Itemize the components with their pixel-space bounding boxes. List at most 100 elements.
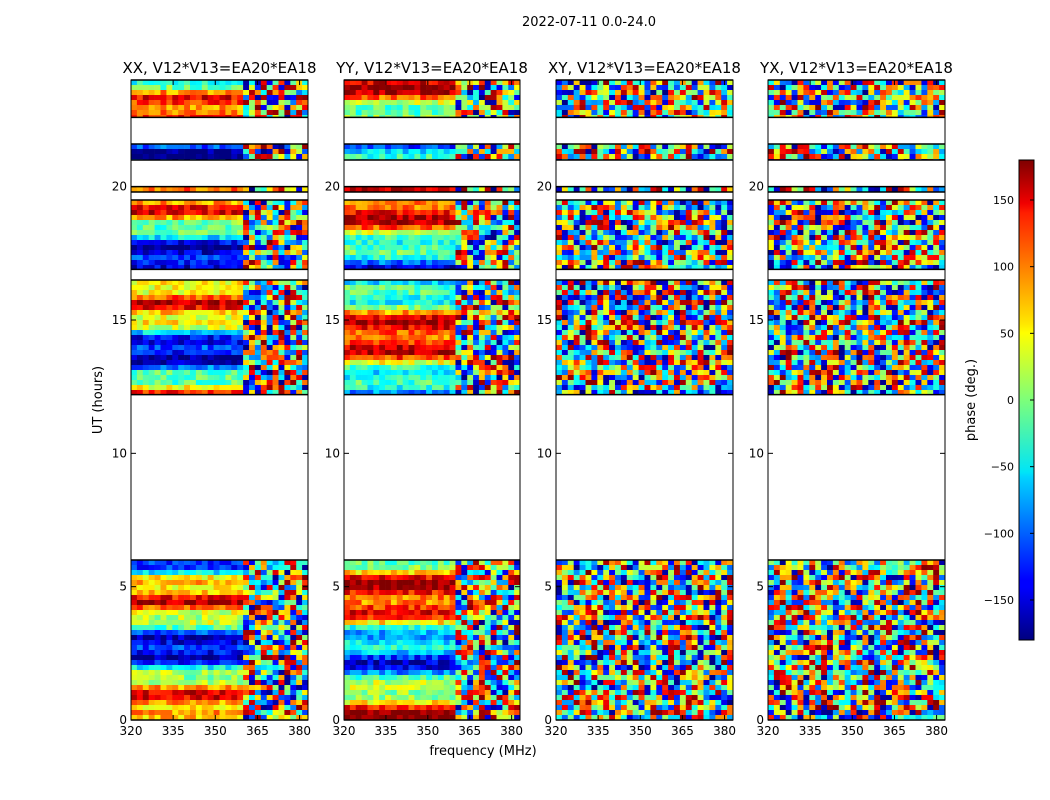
heatmap-cell bbox=[201, 225, 208, 231]
heatmap-cell bbox=[178, 625, 185, 631]
heatmap-cell bbox=[284, 149, 291, 155]
heatmap-cell bbox=[490, 570, 497, 576]
heatmap-cell bbox=[172, 680, 179, 686]
heatmap-cell bbox=[379, 265, 386, 270]
heatmap-cell bbox=[490, 705, 497, 711]
heatmap-cell bbox=[154, 580, 161, 586]
heatmap-cell bbox=[420, 154, 427, 160]
heatmap-cell bbox=[201, 215, 208, 221]
heatmap-cell bbox=[496, 385, 503, 391]
heatmap-cell bbox=[478, 645, 486, 651]
heatmap-cell bbox=[207, 705, 214, 711]
heatmap-cell bbox=[154, 640, 161, 646]
heatmap-cell bbox=[443, 235, 450, 241]
heatmap-cell bbox=[290, 335, 297, 341]
heatmap-cell bbox=[131, 680, 138, 686]
heatmap-cell bbox=[373, 365, 380, 371]
heatmap-cell bbox=[496, 230, 503, 236]
heatmap-cell bbox=[373, 110, 380, 116]
heatmap-cell bbox=[449, 585, 456, 591]
heatmap-cell bbox=[131, 285, 138, 291]
heatmap-cell bbox=[361, 380, 368, 386]
heatmap-cell bbox=[249, 200, 256, 206]
heatmap-cell bbox=[260, 295, 267, 301]
heatmap-cell bbox=[237, 186, 244, 192]
heatmap-cell bbox=[361, 345, 368, 351]
heatmap-cell bbox=[426, 680, 433, 686]
heatmap-cell bbox=[136, 230, 144, 236]
heatmap-cell bbox=[213, 690, 220, 696]
heatmap-cell bbox=[166, 620, 173, 626]
heatmap-cell bbox=[367, 225, 374, 231]
heatmap-cell bbox=[231, 186, 238, 192]
heatmap-cell bbox=[443, 595, 450, 601]
heatmap-cell bbox=[219, 205, 226, 211]
heatmap-cell bbox=[478, 245, 486, 251]
heatmap-cell bbox=[349, 605, 357, 611]
heatmap-cell bbox=[260, 315, 267, 321]
heatmap-cell bbox=[136, 290, 144, 296]
heatmap-cell bbox=[302, 360, 309, 366]
heatmap-cell bbox=[160, 205, 167, 211]
heatmap-cell bbox=[231, 635, 238, 641]
heatmap-cell bbox=[502, 250, 509, 256]
heatmap-cell bbox=[478, 255, 486, 261]
heatmap-cell bbox=[160, 345, 167, 351]
heatmap-cell bbox=[243, 100, 250, 106]
heatmap-cell bbox=[478, 620, 486, 626]
heatmap-cell bbox=[302, 640, 309, 646]
heatmap-cell bbox=[473, 186, 480, 192]
heatmap-cell bbox=[201, 85, 208, 91]
heatmap-cell bbox=[142, 625, 149, 631]
heatmap-cell bbox=[490, 590, 497, 596]
heatmap-cell bbox=[437, 660, 445, 666]
heatmap-cell bbox=[443, 655, 450, 661]
heatmap-cell bbox=[290, 85, 297, 91]
heatmap-cell bbox=[408, 85, 415, 91]
heatmap-cell bbox=[502, 615, 509, 621]
heatmap-cell bbox=[290, 580, 297, 586]
heatmap-cell bbox=[225, 245, 232, 251]
heatmap-cell bbox=[207, 645, 214, 651]
heatmap-cell bbox=[408, 650, 415, 656]
heatmap-cell bbox=[455, 715, 462, 721]
heatmap-cell bbox=[461, 110, 468, 116]
heatmap-cell bbox=[148, 645, 155, 651]
heatmap-cell bbox=[420, 645, 427, 651]
heatmap-cell bbox=[249, 680, 256, 686]
heatmap-cell bbox=[136, 705, 144, 711]
heatmap-cell bbox=[461, 565, 468, 571]
heatmap-cell bbox=[213, 280, 220, 286]
heatmap-cell bbox=[131, 335, 138, 341]
heatmap-cell bbox=[272, 149, 279, 155]
heatmap-cell bbox=[508, 650, 515, 656]
heatmap-cell bbox=[184, 280, 191, 286]
heatmap-cell bbox=[367, 360, 374, 366]
heatmap-cell bbox=[231, 265, 238, 270]
heatmap-cell bbox=[260, 154, 267, 160]
heatmap-cell bbox=[131, 305, 138, 311]
heatmap-cell bbox=[243, 90, 250, 96]
heatmap-cell bbox=[349, 660, 357, 666]
heatmap-cell bbox=[443, 635, 450, 641]
heatmap-cell bbox=[496, 375, 503, 381]
heatmap-cell bbox=[243, 360, 250, 366]
heatmap-cell bbox=[455, 670, 462, 676]
heatmap-cell bbox=[449, 590, 456, 596]
heatmap-cell bbox=[190, 210, 197, 216]
heatmap-cell bbox=[284, 710, 291, 716]
heatmap-cell bbox=[496, 330, 503, 336]
heatmap-cell bbox=[514, 560, 521, 566]
heatmap-cell bbox=[178, 680, 185, 686]
heatmap-cell bbox=[432, 640, 439, 646]
heatmap-cell bbox=[402, 220, 409, 226]
heatmap-cell bbox=[478, 115, 486, 118]
heatmap-cell bbox=[190, 305, 197, 311]
heatmap-cell bbox=[379, 700, 386, 706]
heatmap-cell bbox=[231, 390, 238, 395]
heatmap-cell bbox=[496, 690, 503, 696]
heatmap-cell bbox=[443, 335, 450, 341]
heatmap-cell bbox=[207, 575, 214, 581]
heatmap-cell bbox=[266, 149, 273, 155]
heatmap-cell bbox=[420, 560, 427, 566]
